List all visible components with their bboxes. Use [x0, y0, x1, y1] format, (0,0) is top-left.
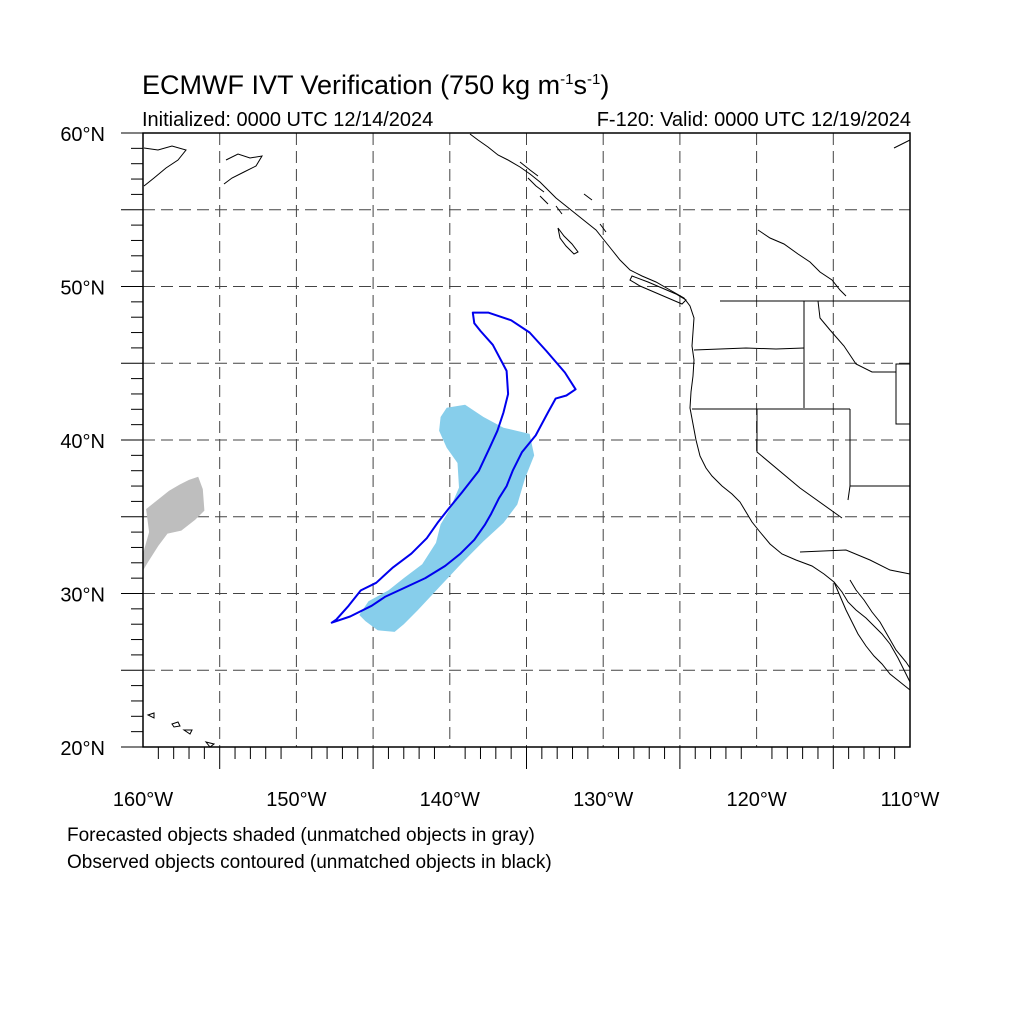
initialized-label: Initialized: 0000 UTC 12/14/2024 — [142, 109, 434, 131]
forecast-object-unmatched — [143, 476, 205, 571]
alaska-coast — [143, 145, 263, 187]
map-frame — [121, 132, 911, 769]
lat-label: 50°N — [60, 278, 105, 300]
lat-label: 60°N — [60, 124, 105, 146]
lon-label: 110°W — [881, 789, 940, 811]
us-mexico-border — [799, 549, 911, 575]
washington-oregon-border — [693, 347, 805, 351]
california-nevada-border — [756, 409, 843, 519]
lon-label: 160°W — [113, 789, 173, 811]
forecast-object-matched — [359, 404, 535, 632]
wyoming-border — [895, 364, 910, 425]
forecast-objects-note: Forecasted objects shaded (unmatched obj… — [67, 825, 535, 846]
canada-corner-coast — [893, 139, 911, 149]
canada-interior-coast — [757, 229, 847, 297]
axis-labels: 60°N 50°N 40°N 30°N 20°N 160°W 150°W 140°W 130°W… — [60, 124, 939, 811]
lon-label: 150°W — [266, 789, 326, 811]
nevada-east-border — [847, 409, 851, 501]
coastlines — [143, 133, 911, 748]
lon-label: 130°W — [573, 789, 633, 811]
lon-label: 120°W — [726, 789, 786, 811]
vancouver-island — [629, 275, 687, 305]
observed-objects-note: Observed objects contoured (unmatched ob… — [67, 852, 552, 873]
gulf-of-california-coast — [849, 579, 911, 669]
haida-gwaii — [557, 227, 579, 255]
observed-object-matched — [330, 311, 577, 624]
ivt-objects — [143, 311, 577, 632]
lat-label: 20°N — [60, 738, 105, 760]
alaska-panhandle-islands — [519, 161, 607, 233]
lat-label: 30°N — [60, 585, 105, 607]
hawaii-islands — [146, 712, 216, 748]
north-america-coastline — [469, 133, 911, 683]
valid-time-label: F-120: Valid: 0000 UTC 12/19/2024 — [596, 109, 911, 131]
map-title: ECMWF IVT Verification (750 kg m-1s-1) — [142, 70, 610, 100]
idaho-montana-border — [817, 300, 910, 373]
baja-california — [833, 581, 911, 691]
lon-label: 140°W — [420, 789, 480, 811]
lat-label: 40°N — [60, 431, 105, 453]
